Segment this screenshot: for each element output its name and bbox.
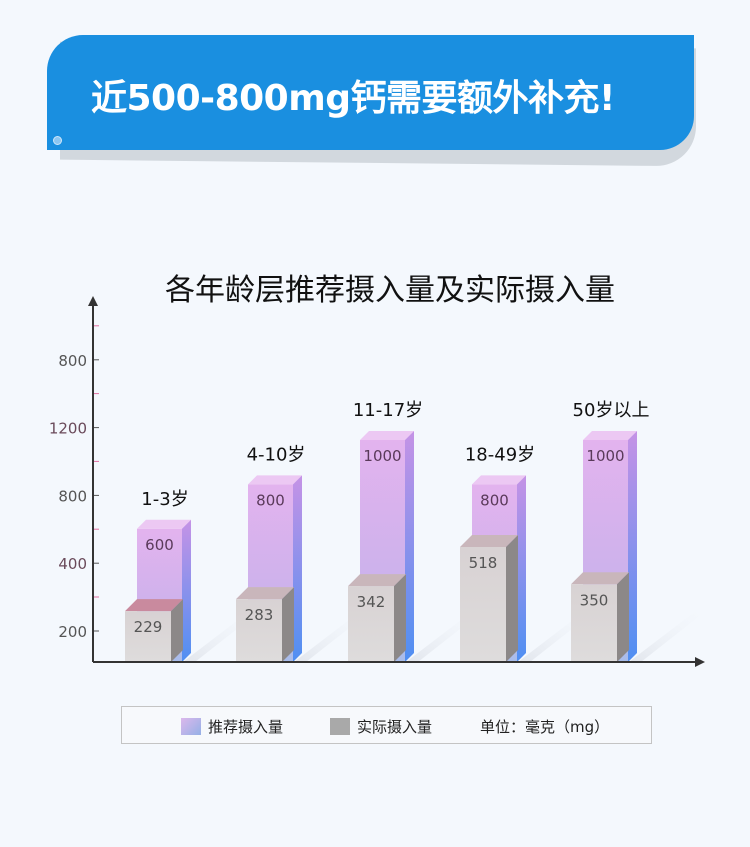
legend-swatch-actual bbox=[330, 718, 350, 735]
bar-recommended-top bbox=[248, 475, 302, 485]
bar-recommended-side bbox=[517, 475, 526, 662]
bar-actual-value: 518 bbox=[469, 554, 498, 572]
chart-title: 各年龄层推荐摄入量及实际摄入量 bbox=[165, 273, 615, 308]
bar-actual-side bbox=[282, 587, 294, 662]
y-tick-label: 800 bbox=[58, 487, 87, 505]
bar-actual-side bbox=[506, 535, 518, 662]
bar-actual-value: 229 bbox=[134, 618, 163, 636]
bar-recommended-top bbox=[583, 431, 637, 440]
unit-label: 单位：毫克（mg） bbox=[480, 718, 610, 736]
category-label: 18-49岁 bbox=[465, 444, 535, 465]
y-tick-label: 200 bbox=[58, 623, 87, 641]
bar-recommended-top bbox=[137, 519, 191, 529]
bar-recommended-value: 1000 bbox=[363, 447, 401, 465]
bar-actual-top bbox=[236, 587, 294, 600]
legend-label-actual: 实际摄入量 bbox=[357, 718, 433, 736]
banner-dot bbox=[53, 136, 62, 145]
y-axis-arrow bbox=[88, 296, 98, 306]
bar-actual-side bbox=[171, 599, 183, 662]
bar-actual-top bbox=[571, 572, 629, 585]
bar-actual-top bbox=[348, 574, 406, 587]
bar-actual-value: 283 bbox=[245, 606, 274, 624]
bar-actual-side bbox=[394, 574, 406, 662]
bar-recommended-side bbox=[405, 431, 414, 662]
bar-recommended-value: 800 bbox=[256, 491, 285, 509]
bar-recommended-top bbox=[360, 431, 414, 440]
bar-recommended-value: 1000 bbox=[586, 447, 624, 465]
bar-recommended-side bbox=[293, 475, 302, 662]
category-label: 1-3岁 bbox=[141, 489, 188, 510]
bar-recommended-side bbox=[182, 519, 191, 662]
y-tick-label: 1200 bbox=[49, 420, 87, 438]
category-label: 11-17岁 bbox=[353, 400, 423, 421]
bar-shadow bbox=[629, 607, 711, 662]
banner-title: 近500-800mg钙需要额外补充! bbox=[91, 78, 615, 119]
legend-label-recommended: 推荐摄入量 bbox=[208, 718, 284, 736]
bar-recommended-value: 800 bbox=[480, 491, 509, 509]
bar-recommended-side bbox=[628, 431, 637, 662]
x-axis-arrow bbox=[695, 657, 705, 667]
bar-recommended-value: 600 bbox=[145, 536, 174, 554]
bar-actual bbox=[460, 547, 506, 662]
y-tick-label: 800 bbox=[58, 352, 87, 370]
bar-actual bbox=[236, 599, 282, 662]
bar-actual-top bbox=[460, 535, 518, 548]
bar-actual bbox=[348, 586, 394, 662]
bar-actual bbox=[571, 584, 617, 662]
bar-actual-top bbox=[125, 599, 183, 612]
bar-actual-value: 350 bbox=[580, 591, 609, 609]
bar-actual-value: 342 bbox=[357, 593, 386, 611]
bar-actual bbox=[125, 611, 171, 662]
header-banner: 近500-800mg钙需要额外补充! bbox=[47, 35, 694, 150]
bar-recommended-top bbox=[472, 475, 526, 485]
legend: 推荐摄入量 实际摄入量 单位：毫克（mg） bbox=[121, 706, 652, 744]
y-tick-label: 400 bbox=[58, 555, 87, 573]
category-label: 50岁以上 bbox=[573, 400, 650, 421]
bar-actual-side bbox=[617, 572, 629, 662]
legend-swatch-recommended bbox=[181, 718, 201, 735]
category-label: 4-10岁 bbox=[247, 444, 306, 465]
